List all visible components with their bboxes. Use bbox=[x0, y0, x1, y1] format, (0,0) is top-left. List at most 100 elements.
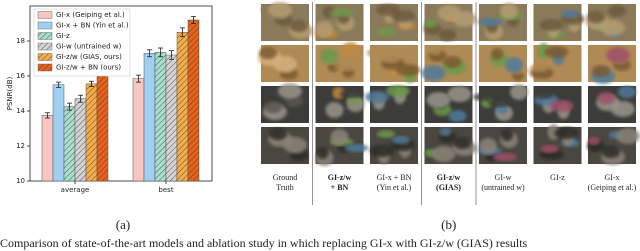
image-blob bbox=[544, 46, 569, 58]
reconstruction-image bbox=[315, 42, 364, 82]
reconstruction-image bbox=[367, 45, 420, 83]
image-blob bbox=[334, 63, 359, 71]
reconstruction-image bbox=[533, 4, 585, 41]
image-blob bbox=[264, 101, 282, 113]
column-label: GI-z/w bbox=[437, 173, 461, 182]
bar bbox=[132, 78, 145, 182]
image-blob bbox=[488, 99, 512, 107]
image-blob bbox=[290, 20, 308, 32]
reconstruction-image bbox=[258, 45, 309, 82]
image-blob bbox=[597, 92, 615, 104]
image-blob bbox=[554, 127, 579, 139]
panel-caption: (b) bbox=[441, 217, 456, 232]
image-blob bbox=[602, 146, 620, 158]
image-blob bbox=[421, 65, 446, 81]
image-blob bbox=[592, 65, 610, 77]
image-blob bbox=[530, 64, 549, 72]
image-blob bbox=[473, 93, 497, 101]
legend-label: GI-z bbox=[56, 32, 70, 40]
image-blob bbox=[500, 3, 518, 19]
image-blob bbox=[587, 11, 605, 23]
image-blob bbox=[510, 84, 528, 100]
image-blob bbox=[387, 109, 405, 117]
y-tick-label: 16 bbox=[16, 72, 25, 80]
image-blob bbox=[608, 5, 626, 17]
image-blob bbox=[370, 145, 394, 157]
image-blob bbox=[278, 83, 302, 99]
image-blob bbox=[483, 72, 507, 80]
image-blob bbox=[561, 10, 580, 18]
figure-caption: Comparison of state-of-the-art models an… bbox=[0, 236, 528, 250]
image-blob bbox=[259, 47, 277, 59]
image-blob bbox=[588, 137, 600, 145]
image-blob bbox=[606, 47, 630, 63]
image-blob bbox=[341, 42, 360, 58]
image-blob bbox=[453, 137, 472, 149]
legend-label: GI-x (Geiping et al.) bbox=[56, 11, 125, 19]
image-blob bbox=[535, 91, 554, 99]
image-blob bbox=[493, 153, 517, 161]
reconstruction-image bbox=[421, 45, 473, 82]
column-label: (untrained w) bbox=[481, 183, 525, 192]
bar-hatch bbox=[166, 55, 177, 181]
column-label: Ground bbox=[273, 173, 297, 182]
image-blob bbox=[316, 147, 329, 159]
y-tick-label: 10 bbox=[16, 177, 25, 185]
bar-hatch bbox=[97, 70, 108, 181]
image-blob bbox=[426, 92, 451, 108]
image-blob bbox=[452, 11, 477, 27]
x-tick-label: best bbox=[158, 186, 173, 194]
image-blob bbox=[539, 19, 564, 31]
plot-frame bbox=[29, 5, 213, 182]
reconstruction-image bbox=[365, 85, 418, 123]
image-blob bbox=[367, 49, 385, 57]
image-blob bbox=[377, 130, 395, 138]
image-blob bbox=[269, 128, 287, 140]
reconstruction-image bbox=[261, 2, 313, 41]
image-blob bbox=[439, 128, 452, 136]
bar-hatch bbox=[188, 20, 199, 181]
image-blob bbox=[479, 138, 497, 154]
bar-hatch bbox=[155, 52, 166, 181]
column-label: Truth bbox=[276, 183, 294, 192]
legend-swatch bbox=[37, 21, 53, 30]
column-label: + BN bbox=[331, 183, 349, 192]
image-blob bbox=[505, 57, 523, 73]
y-tick-label: 14 bbox=[16, 107, 25, 115]
reconstruction-image bbox=[479, 45, 528, 82]
image-blob bbox=[377, 28, 395, 36]
legend-swatch bbox=[37, 11, 53, 19]
image-blob bbox=[549, 100, 574, 112]
x-tick-label: average bbox=[61, 186, 90, 194]
image-blob bbox=[424, 20, 437, 28]
reconstruction-image bbox=[423, 4, 477, 41]
bar-hatch bbox=[64, 106, 75, 181]
x-axis-label: (a) bbox=[116, 217, 130, 232]
image-blob bbox=[478, 18, 502, 26]
image-blob bbox=[382, 55, 400, 63]
image-blob bbox=[268, 2, 292, 18]
image-blob bbox=[618, 86, 636, 98]
legend-hatch bbox=[38, 32, 52, 40]
reconstruction-image bbox=[370, 127, 418, 164]
reconstruction-image bbox=[588, 86, 636, 123]
reconstruction-image bbox=[261, 127, 309, 164]
image-blob bbox=[273, 56, 297, 72]
image-blob bbox=[329, 9, 354, 17]
reconstruction-image bbox=[315, 127, 369, 166]
image-blob bbox=[491, 48, 503, 60]
legend-hatch bbox=[38, 64, 52, 71]
legend-label: GI-w (untrained w) bbox=[56, 43, 122, 51]
legend-label: GI-z/w (GIAS, ours) bbox=[56, 53, 122, 61]
reconstruction-image bbox=[424, 86, 473, 123]
image-blob bbox=[365, 91, 389, 103]
reconstruction-image bbox=[478, 127, 527, 164]
image-blob bbox=[325, 102, 344, 118]
reconstruction-image bbox=[586, 4, 636, 41]
image-blob bbox=[448, 110, 467, 122]
image-blob bbox=[438, 29, 457, 41]
column-label: GI-z/w bbox=[328, 173, 352, 182]
reconstruction-image bbox=[588, 45, 636, 84]
bar bbox=[52, 84, 65, 182]
image-blob bbox=[540, 145, 559, 153]
